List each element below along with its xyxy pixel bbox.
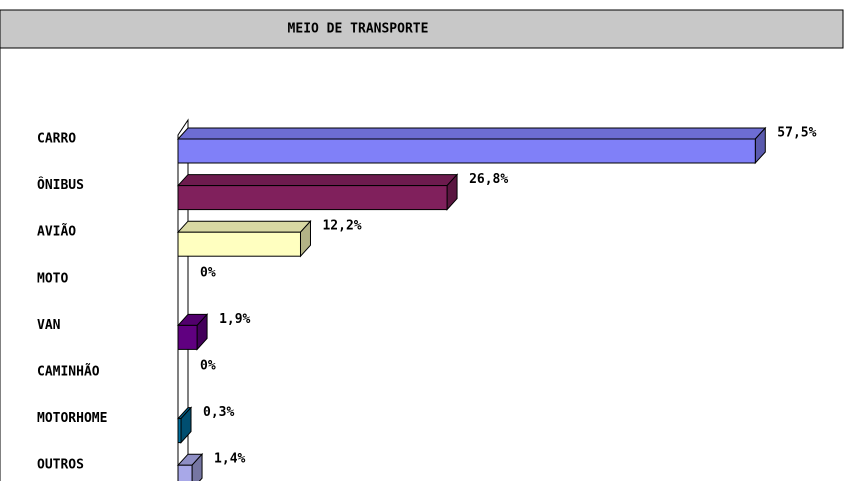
bar-front bbox=[177, 464, 193, 481]
value-label: 0% bbox=[200, 359, 216, 374]
value-label: 26,8% bbox=[469, 172, 508, 187]
bar bbox=[176, 313, 209, 351]
chart-title: MEIO DE TRANSPORTE bbox=[288, 22, 429, 37]
category-label: CAMINHÃO bbox=[37, 364, 100, 380]
bar bbox=[176, 219, 312, 258]
value-label: 0% bbox=[200, 265, 216, 280]
bar bbox=[176, 452, 204, 481]
bar-side bbox=[191, 452, 203, 481]
value-label: 1,9% bbox=[219, 312, 250, 327]
value-label: 57,5% bbox=[777, 126, 816, 141]
bar-front bbox=[177, 324, 198, 350]
bar-front bbox=[177, 138, 756, 164]
category-label: OUTROS bbox=[37, 458, 84, 473]
bar-front bbox=[177, 185, 448, 211]
bar-top bbox=[176, 127, 767, 140]
category-label: MOTORHOME bbox=[37, 411, 107, 426]
category-label: CARRO bbox=[37, 132, 76, 147]
bar-front bbox=[177, 418, 182, 444]
value-label: 0,3% bbox=[203, 405, 234, 420]
bar bbox=[176, 406, 193, 444]
category-label: ÔNIBUS bbox=[37, 177, 84, 193]
bar-top bbox=[176, 174, 459, 187]
bar bbox=[176, 126, 767, 165]
bar bbox=[176, 173, 459, 211]
category-label: MOTO bbox=[37, 271, 68, 286]
title-bar bbox=[0, 9, 844, 49]
bar-top bbox=[176, 220, 312, 233]
value-label: 1,4% bbox=[214, 452, 245, 467]
value-label: 12,2% bbox=[322, 219, 361, 234]
category-label: VAN bbox=[37, 318, 61, 333]
category-label: AVIÃO bbox=[37, 224, 76, 240]
bar-front bbox=[177, 231, 301, 257]
